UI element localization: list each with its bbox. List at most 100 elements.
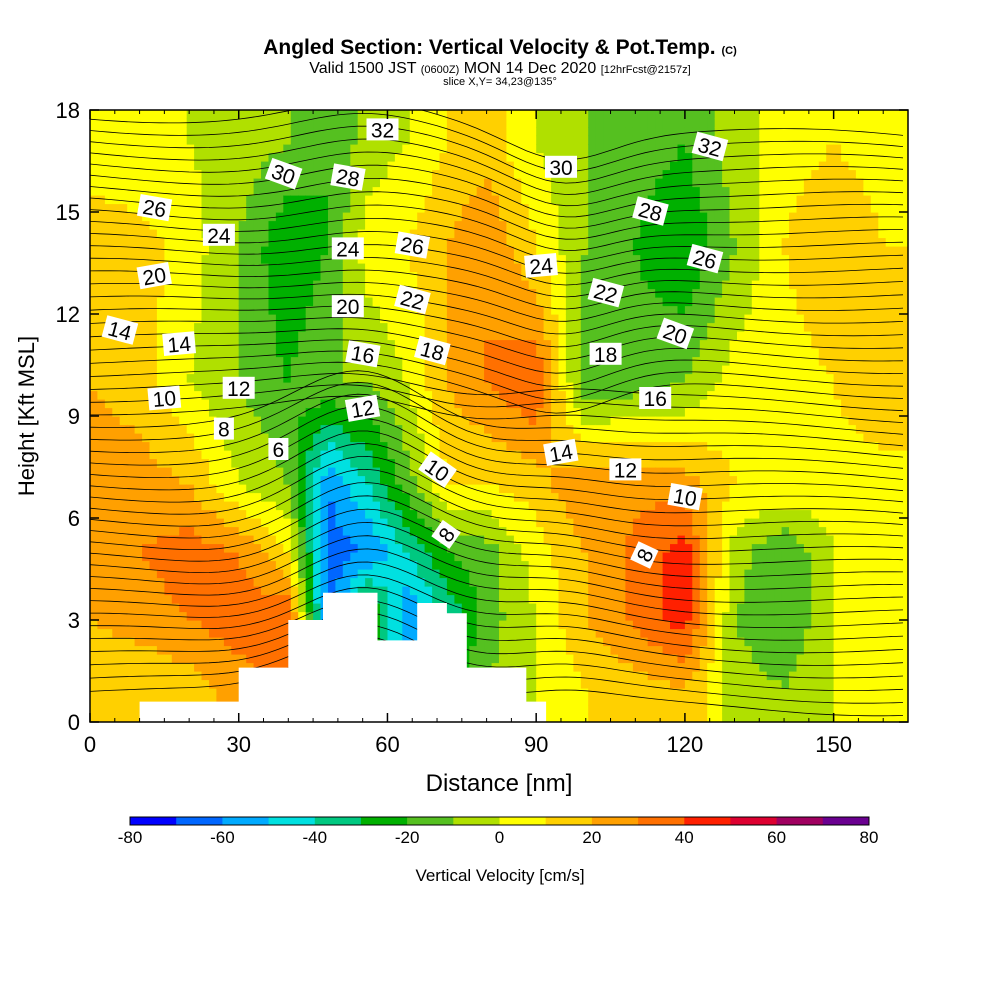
field-cell [491, 450, 500, 460]
field-cell [536, 322, 545, 332]
field-cell [104, 671, 113, 681]
field-cell [290, 144, 299, 154]
field-cell [521, 135, 530, 145]
field-cell [342, 118, 351, 128]
field-cell [186, 603, 195, 613]
field-cell [350, 144, 359, 154]
field-cell [127, 297, 136, 307]
field-cell [209, 186, 217, 196]
field-cell [394, 195, 403, 205]
field-cell [476, 424, 485, 434]
field-cell [268, 560, 277, 570]
field-cell [186, 229, 195, 239]
field-cell [194, 203, 203, 213]
field-cell [238, 441, 247, 451]
field-cell [484, 543, 493, 553]
field-cell [134, 288, 143, 298]
field-cell [558, 705, 567, 715]
field-cell [305, 450, 314, 460]
field-cell [134, 475, 143, 485]
field-cell [209, 433, 217, 443]
field-cell [580, 195, 589, 205]
field-cell [119, 407, 128, 417]
field-cell [536, 433, 545, 443]
field-cell [461, 322, 470, 332]
field-cell [156, 254, 165, 264]
field-cell [231, 611, 240, 621]
field-cell [201, 399, 210, 409]
field-cell [209, 467, 217, 477]
field-cell [446, 135, 455, 145]
field-cell [216, 161, 225, 171]
field-cell [119, 271, 128, 281]
field-cell [551, 603, 560, 613]
field-cell [476, 637, 485, 647]
field-cell [253, 501, 262, 511]
field-cell [142, 645, 151, 655]
field-cell [171, 144, 180, 154]
field-cell [112, 560, 121, 570]
field-cell [543, 416, 552, 426]
field-cell [186, 543, 195, 553]
field-cell [551, 688, 560, 698]
field-cell [275, 135, 284, 145]
field-cell [461, 314, 470, 324]
field-cell [313, 484, 322, 494]
field-cell [439, 203, 448, 213]
field-cell [328, 441, 336, 451]
field-cell [194, 620, 203, 630]
field-cell [528, 628, 537, 638]
field-cell [298, 297, 307, 307]
field-cell [424, 135, 433, 145]
field-cell [394, 118, 403, 128]
field-cell [112, 654, 121, 664]
field-cell [179, 586, 188, 596]
field-cell [298, 509, 307, 519]
field-cell [543, 280, 552, 290]
field-cell [112, 220, 121, 230]
field-cell [417, 467, 426, 477]
field-cell [402, 314, 411, 324]
field-cell [179, 501, 188, 511]
field-cell [328, 399, 336, 409]
field-cell [119, 492, 128, 502]
field-cell [194, 127, 203, 137]
field-cell [238, 144, 247, 154]
field-cell [216, 467, 225, 477]
field-cell [565, 399, 574, 409]
field-cell [521, 662, 530, 672]
field-cell [387, 586, 396, 596]
field-cell [580, 662, 589, 672]
field-cell [409, 611, 418, 621]
field-cell [112, 373, 121, 383]
field-cell [223, 671, 232, 681]
field-cell [305, 127, 314, 137]
field-cell [201, 645, 210, 655]
chart-title-text: Angled Section: Vertical Velocity & Pot.… [263, 36, 716, 59]
field-cell [142, 543, 151, 553]
field-cell [565, 297, 574, 307]
field-cell [439, 288, 448, 298]
field-cell [268, 339, 277, 349]
field-cell [201, 569, 210, 579]
field-cell [313, 288, 322, 298]
field-cell [469, 246, 478, 256]
field-cell [476, 161, 485, 171]
field-cell [320, 390, 329, 400]
field-cell [134, 280, 143, 290]
field-cell [142, 509, 151, 519]
field-cell [476, 501, 485, 511]
field-cell [335, 144, 344, 154]
field-cell [313, 475, 322, 485]
field-cell [164, 645, 173, 655]
field-cell [164, 229, 173, 239]
field-cell [469, 577, 478, 587]
field-cell [201, 271, 210, 281]
field-cell [491, 535, 500, 545]
field-cell [156, 475, 165, 485]
field-cell [380, 552, 388, 562]
field-cell [112, 671, 121, 681]
field-cell [186, 577, 195, 587]
field-cell [104, 645, 113, 655]
field-cell [238, 433, 247, 443]
